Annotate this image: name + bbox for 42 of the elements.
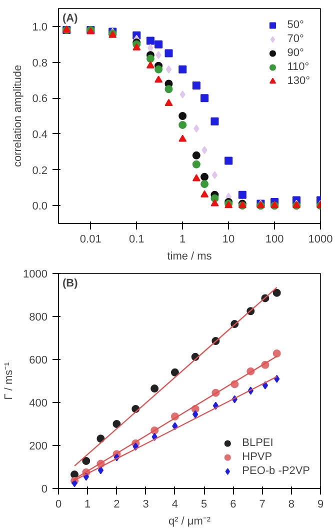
- x-tick-label: 0.1: [128, 234, 144, 246]
- x-tick-label: 9: [317, 498, 324, 510]
- annotation: (B): [62, 278, 78, 290]
- y-tick-label: 400: [29, 398, 48, 410]
- y-tick-label: 800: [29, 312, 48, 324]
- y-tick-label: 200: [29, 440, 48, 452]
- legend-label: PEO-b -P2VP: [242, 464, 310, 478]
- y-tick-label: 0.8: [32, 57, 48, 70]
- annotation: (A): [62, 12, 78, 24]
- legend-label: 130°: [287, 74, 310, 88]
- y-tick-label: 0: [41, 484, 48, 496]
- x-tick-label: 10: [222, 234, 235, 246]
- x-tick-label: 2: [114, 498, 120, 510]
- x-axis-title: time / ms: [167, 250, 212, 262]
- x-tick-label: 1000: [308, 234, 333, 246]
- y-tick-label: 0.6: [32, 93, 48, 106]
- y-tick-label: 0.4: [32, 128, 48, 141]
- x-tick-label: 4: [172, 498, 178, 510]
- x-tick-label: 0.01: [80, 234, 102, 246]
- x-tick-label: 100: [265, 234, 284, 246]
- x-tick-label: 3: [142, 498, 149, 510]
- x-tick-label: 0: [55, 498, 62, 510]
- x-tick-label: 1: [84, 498, 91, 510]
- x-axis-title: q² / μm⁻²: [168, 516, 211, 528]
- y-tick-label: 0.0: [32, 200, 48, 213]
- y-tick-label: 0.2: [32, 164, 48, 177]
- x-tick-label: 7: [259, 498, 266, 510]
- legend-label: 70°: [287, 32, 305, 46]
- legend-label: 90°: [287, 46, 305, 60]
- legend-label: 50°: [287, 18, 305, 32]
- y-axis-title: Γ / ms⁻¹: [3, 362, 16, 400]
- x-tick-label: 1: [180, 234, 186, 246]
- legend-label: HPVP: [242, 450, 272, 464]
- x-tick-label: 6: [230, 498, 236, 510]
- legend-label: BLPEI: [242, 436, 274, 450]
- y-axis-title: correlation amplitude: [12, 64, 24, 168]
- legend-label: 110°: [287, 60, 310, 74]
- y-tick-label: 600: [29, 354, 48, 366]
- y-tick-label: 1000: [23, 268, 48, 280]
- x-tick-label: 5: [200, 498, 208, 510]
- y-tick-label: 1.0: [32, 21, 48, 34]
- x-tick-label: 8: [288, 498, 294, 510]
